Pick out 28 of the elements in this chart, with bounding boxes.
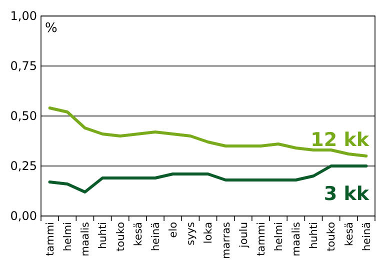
- y-axis-title: %: [45, 21, 58, 36]
- x-tick-label: loka: [202, 222, 215, 244]
- y-tick-label: 0,25: [10, 159, 37, 174]
- series-label: 12 kk: [310, 129, 370, 151]
- x-tick-label: huhti: [308, 222, 320, 249]
- x-tick-label: helmi: [62, 222, 74, 252]
- y-tick-label: 0,00: [10, 209, 37, 224]
- x-tick-label: joulu: [238, 222, 250, 249]
- x-tick-label: elo: [168, 222, 180, 238]
- x-tick-label: heinä: [360, 222, 373, 252]
- x-tick-label: touko: [326, 222, 338, 252]
- x-tick-label: helmi: [272, 222, 285, 252]
- x-tick-label: syys: [185, 222, 198, 246]
- x-tick-label: tammi: [255, 222, 268, 256]
- y-tick-label: 1,00: [10, 9, 37, 24]
- x-tick-label: maalis: [80, 222, 92, 256]
- x-tick-label: tammi: [44, 222, 56, 256]
- line-series: [48, 106, 368, 158]
- x-tick-label: kesä: [343, 222, 356, 246]
- y-tick-label: 0,75: [10, 59, 37, 74]
- y-tick-label: 0,50: [10, 109, 37, 124]
- x-tick-label: marras: [220, 222, 232, 260]
- x-tick-label: touko: [114, 222, 127, 252]
- x-tick-label: maalis: [290, 222, 303, 256]
- x-tick-label: huhti: [97, 222, 110, 249]
- x-tick-label: heinä: [150, 222, 162, 252]
- series-label: 3 kk: [324, 183, 370, 205]
- x-tick-label: kesä: [132, 222, 144, 246]
